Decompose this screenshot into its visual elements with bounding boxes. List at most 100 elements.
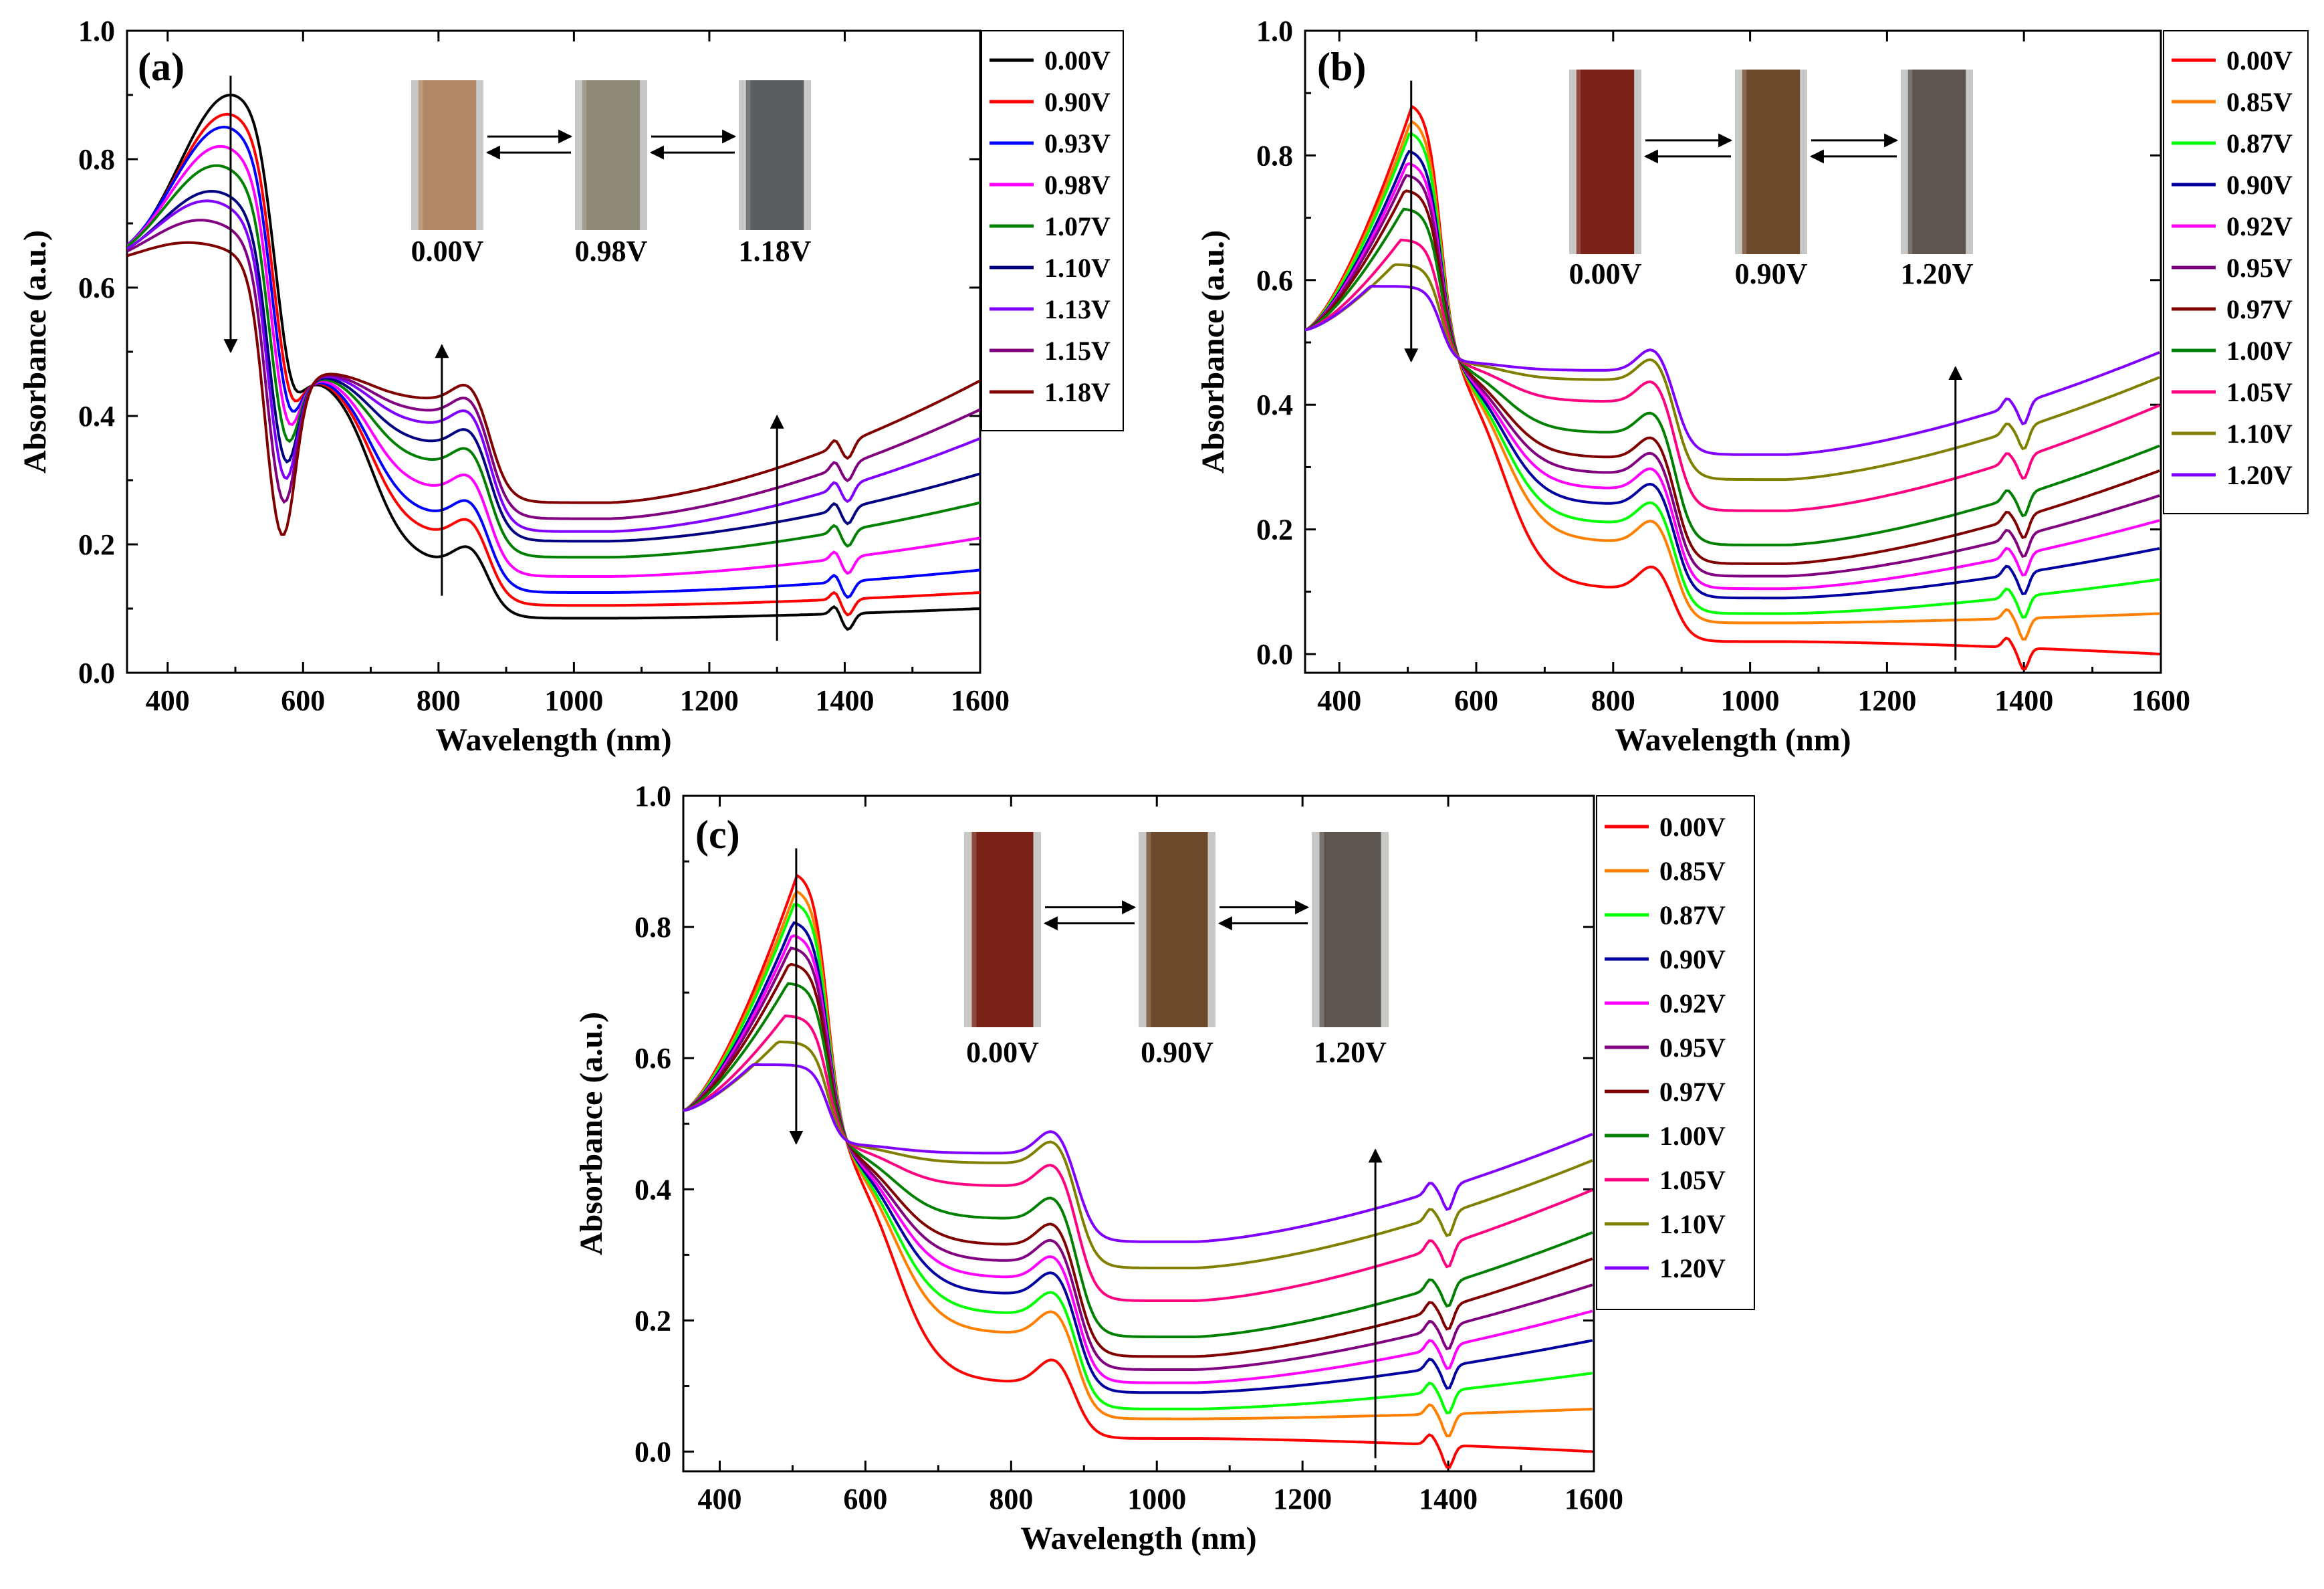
- photo-label: 0.90V: [1735, 257, 1808, 290]
- photo-film: [1319, 832, 1381, 1027]
- legend-entry: 1.05V: [1659, 1165, 1726, 1195]
- y-tick-label: 1.0: [78, 15, 115, 47]
- photo-film: [582, 80, 641, 230]
- legend-entry: 0.00V: [1659, 812, 1726, 842]
- series-line-1.05V: [1305, 238, 2160, 512]
- x-tick-label: 1200: [680, 684, 739, 717]
- legend: 0.00V 0.90V 0.93V 0.98V 1.07V 1.10V 1.13V 1.15V…: [981, 30, 1124, 431]
- legend-entry: 1.05V: [2226, 377, 2293, 407]
- photo-film: [745, 80, 804, 230]
- x-tick-label: 600: [1454, 684, 1498, 717]
- y-tick-label: 1.0: [634, 780, 671, 813]
- legend-entry: 0.90V: [2226, 170, 2293, 200]
- photo-label: 1.20V: [1901, 257, 1974, 290]
- x-tick-label: 600: [281, 684, 325, 717]
- x-tick-label: 1000: [1721, 684, 1780, 717]
- x-tick-label: 800: [417, 684, 461, 717]
- x-tick-label: 1200: [1273, 1483, 1332, 1515]
- photo-label: 0.00V: [411, 235, 484, 268]
- legend-entry: 1.10V: [1659, 1209, 1726, 1239]
- y-tick-label: 0.0: [78, 657, 115, 690]
- legend-entry: 1.15V: [1044, 336, 1111, 366]
- x-tick-label: 1600: [1564, 1483, 1623, 1515]
- series-line-0.93V: [127, 125, 980, 599]
- series-lines: [127, 94, 980, 631]
- series-line-0.98V: [127, 144, 980, 578]
- legend-entry: 0.92V: [1659, 988, 1726, 1019]
- y-tick-label: 0.8: [78, 143, 115, 176]
- y-tick-label: 0.0: [1256, 638, 1293, 671]
- x-tick-label: 1000: [544, 684, 603, 717]
- legend-entry: 1.07V: [1044, 211, 1111, 241]
- y-axis-label: Absorbance (a.u.): [574, 1012, 609, 1255]
- series-line-0.00V: [127, 94, 980, 631]
- x-tick-label: 1400: [815, 684, 874, 717]
- series-line-1.20V: [1305, 285, 2160, 456]
- series-line-1.00V: [1305, 207, 2160, 546]
- panel-b: 400 600 800 1000 1200 1400 1600 0.0 0.2 0.4 0.6 0.8…: [1195, 15, 2309, 758]
- photo-film: [971, 832, 1034, 1027]
- plot-frame: [682, 794, 1595, 1473]
- legend-box: [981, 30, 1124, 431]
- y-tick-label: 0.2: [1256, 514, 1293, 546]
- photo-2: [1312, 832, 1389, 1027]
- y-tick-label: 0.8: [634, 911, 671, 944]
- legend-entry: 0.97V: [2226, 294, 2293, 324]
- series-line-1.18V: [127, 241, 980, 536]
- panel-label: (a): [138, 45, 185, 89]
- legend: 0.00V 0.85V 0.87V 0.90V 0.92V 0.95V 0.97V 1.00V…: [1596, 795, 1755, 1310]
- photo-1: [1139, 832, 1215, 1027]
- x-tick-label: 1200: [1857, 684, 1916, 717]
- legend-entry: 1.20V: [2226, 460, 2293, 490]
- legend-entry: 0.95V: [1659, 1033, 1726, 1063]
- legend-entry: 0.90V: [1044, 87, 1111, 117]
- x-tick-label: 800: [1591, 684, 1635, 717]
- plot-frame: [1304, 29, 2162, 674]
- series-lines: [1305, 104, 2160, 671]
- legend-entry: 0.90V: [1659, 944, 1726, 974]
- y-tick-label: 0.6: [1256, 264, 1293, 297]
- series-line-1.13V: [127, 199, 980, 533]
- legend-entry: 0.97V: [1659, 1077, 1726, 1107]
- photo-film: [1146, 832, 1208, 1027]
- y-tick-label: 0.6: [78, 272, 115, 304]
- series-lines: [683, 873, 1593, 1469]
- x-tick-label: 400: [1317, 684, 1361, 717]
- legend-entry: 1.00V: [1659, 1121, 1726, 1151]
- panel-label: (c): [695, 813, 740, 857]
- photo-label: 0.90V: [1141, 1036, 1213, 1069]
- legend-entry: 1.00V: [2226, 336, 2293, 366]
- photo-label: 1.20V: [1314, 1036, 1387, 1069]
- series-line-1.07V: [127, 164, 980, 559]
- y-axis-label: Absorbance (a.u.): [17, 230, 53, 473]
- legend-entry: 1.20V: [1659, 1253, 1726, 1283]
- x-tick-label: 400: [146, 684, 190, 717]
- photo-film: [418, 80, 477, 230]
- y-tick-label: 0.0: [634, 1436, 671, 1469]
- y-tick-label: 0.2: [78, 528, 115, 561]
- y-tick-label: 0.6: [634, 1042, 671, 1075]
- x-axis-label: Wavelength (nm): [1020, 1521, 1256, 1556]
- x-tick-label: 400: [697, 1483, 741, 1515]
- photo-2: [1901, 70, 1973, 254]
- y-tick-label: 0.8: [1256, 139, 1293, 172]
- legend-entry: 1.10V: [2226, 419, 2293, 449]
- x-axis-label: Wavelength (nm): [1615, 722, 1851, 758]
- x-tick-label: 600: [843, 1483, 887, 1515]
- series-line-1.10V: [1305, 263, 2160, 482]
- series-line-1.10V: [683, 1040, 1593, 1269]
- legend-entry: 0.87V: [1659, 900, 1726, 930]
- legend: 0.00V 0.85V 0.87V 0.90V 0.92V 0.95V 0.97V 1.00V…: [2163, 30, 2309, 514]
- x-tick-label: 1400: [1419, 1483, 1478, 1515]
- photo-label: 0.98V: [575, 235, 648, 268]
- x-axis-label: Wavelength (nm): [435, 722, 671, 758]
- photo-film: [1742, 70, 1800, 254]
- x-tick-label: 1400: [1994, 684, 2053, 717]
- legend-entry: 0.00V: [2226, 45, 2293, 76]
- panel-label: (b): [1317, 45, 1366, 89]
- panel-c: 400 600 800 1000 1200 1400 1600 0.0 0.2 0.4 0.6 0.8…: [574, 780, 1755, 1556]
- legend-entry: 0.85V: [1659, 856, 1726, 886]
- photo-label: 0.00V: [1569, 257, 1642, 290]
- y-axis-label: Absorbance (a.u.): [1195, 230, 1231, 473]
